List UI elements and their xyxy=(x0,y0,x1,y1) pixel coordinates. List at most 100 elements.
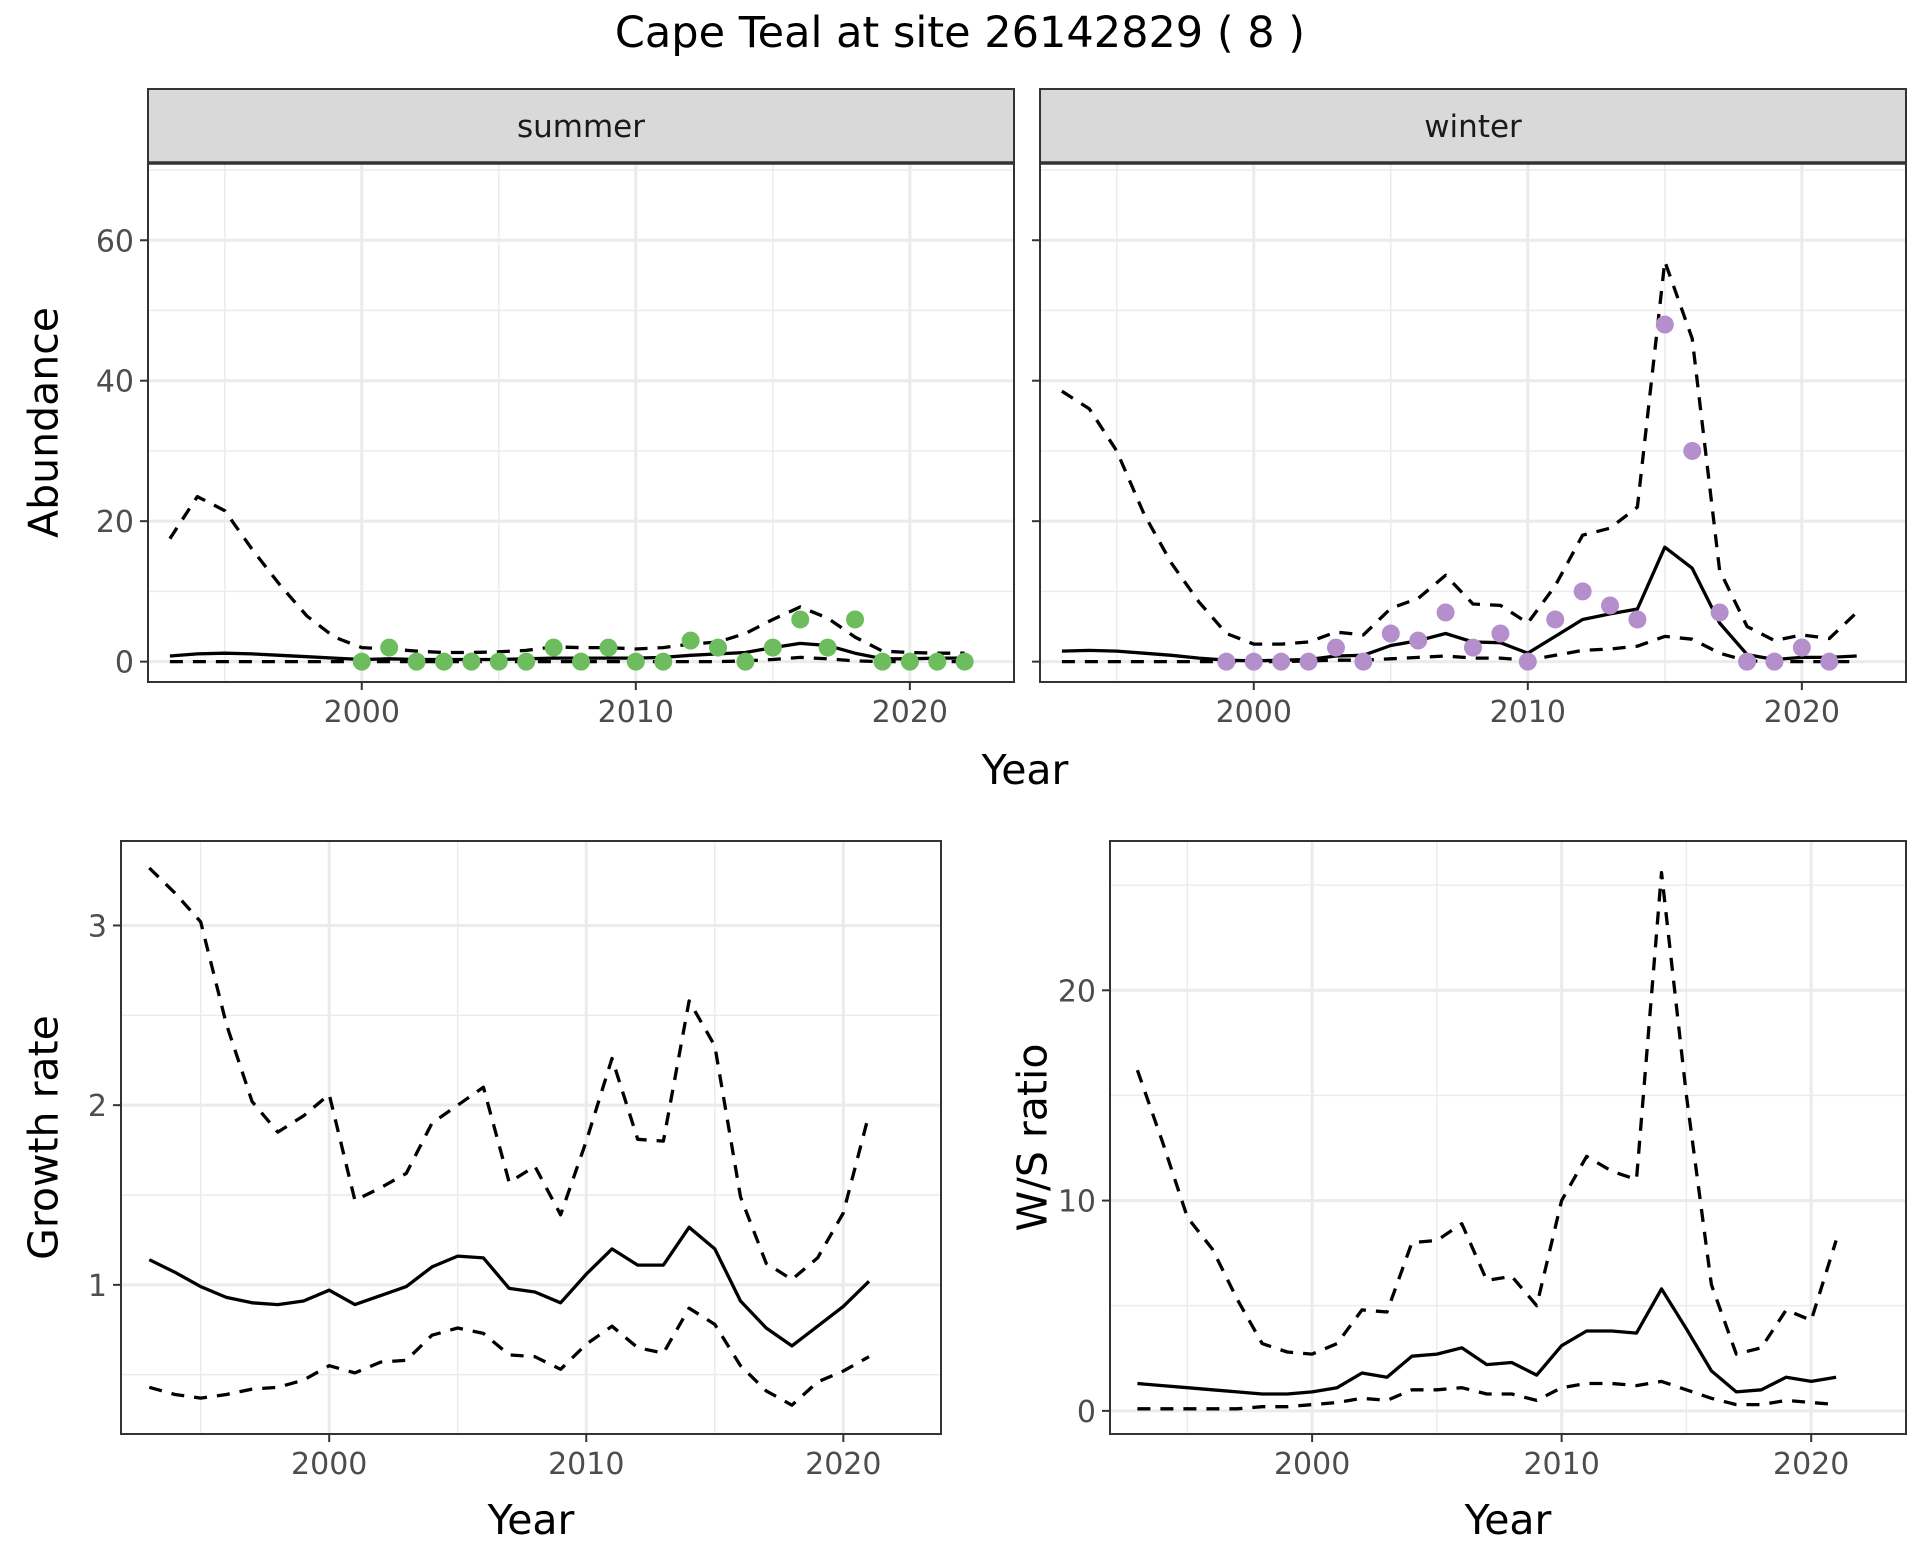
data-point xyxy=(1601,596,1620,615)
data-point xyxy=(1272,652,1291,671)
upper-line xyxy=(1135,870,1838,1356)
x-tick-label: 2000 xyxy=(324,695,400,730)
data-point xyxy=(1573,582,1592,601)
data-point xyxy=(1655,315,1674,334)
x-tick-label: 2010 xyxy=(598,695,674,730)
figure-title: Cape Teal at site 26142829 ( 8 ) xyxy=(615,8,1305,58)
x-tick-label: 2000 xyxy=(291,1447,367,1482)
data-point xyxy=(1683,441,1702,460)
y-axis-title: Abundance xyxy=(19,307,67,538)
data-point xyxy=(1628,610,1647,629)
x-tick-label: 2020 xyxy=(1773,1447,1849,1482)
x-tick-label: 2020 xyxy=(1764,695,1840,730)
shared-x-axis-title: Year xyxy=(981,746,1069,794)
data-point xyxy=(955,652,974,671)
y-tick-label: 20 xyxy=(96,505,134,540)
x-tick-label: 2020 xyxy=(872,695,948,730)
data-point xyxy=(1792,638,1811,657)
plot-background xyxy=(148,163,1014,682)
data-point xyxy=(1326,638,1345,657)
data-point xyxy=(626,652,645,671)
data-point xyxy=(681,631,700,650)
data-point xyxy=(599,638,618,657)
data-point xyxy=(1546,610,1565,629)
y-tick-label: 1 xyxy=(88,1269,107,1304)
data-point xyxy=(517,652,536,671)
mean-line xyxy=(1137,1287,1837,1396)
data-point xyxy=(1710,603,1729,622)
facet-strip-label: winter xyxy=(1424,109,1522,145)
data-point xyxy=(434,652,453,671)
data-point xyxy=(846,610,865,629)
mean-line xyxy=(148,1225,871,1348)
data-point xyxy=(900,652,919,671)
data-point xyxy=(654,652,673,671)
data-point xyxy=(407,652,426,671)
summer-panel: summer 2000 2010 2020 0 20 40 60 Abundance xyxy=(19,88,1015,730)
facet-strip xyxy=(1039,88,1907,164)
data-point xyxy=(1299,652,1318,671)
data-point xyxy=(1381,624,1400,643)
y-tick-label: 60 xyxy=(96,224,134,259)
y-tick-label: 40 xyxy=(96,365,134,400)
plot-background xyxy=(1110,841,1906,1434)
x-axis-title: Year xyxy=(1464,1496,1552,1544)
data-point xyxy=(818,638,837,657)
growth-rate-panel: 2000 2010 2020 1 2 3 Growth rate Year xyxy=(19,840,942,1544)
winter-panel: winter 2000 2010 2020 xyxy=(1032,88,1907,730)
data-point xyxy=(544,638,563,657)
lower-line xyxy=(1137,1379,1837,1411)
data-point xyxy=(763,638,782,657)
data-point xyxy=(462,652,481,671)
x-tick-label: 2000 xyxy=(1216,695,1292,730)
data-point xyxy=(1765,652,1784,671)
lower-line xyxy=(1061,634,1857,664)
data-point xyxy=(380,638,399,657)
data-point xyxy=(1820,652,1839,671)
lower-line xyxy=(169,655,965,664)
plot-background xyxy=(121,841,941,1434)
data-point xyxy=(791,610,810,629)
data-point xyxy=(572,652,590,671)
x-tick-label: 2010 xyxy=(1490,695,1566,730)
ws-ratio-panel: 2000 2010 2020 0 10 20W/S ratio Year xyxy=(1008,840,1907,1544)
data-point xyxy=(1518,652,1537,671)
upper-line xyxy=(1061,259,1858,646)
y-tick-label: 0 xyxy=(1077,1395,1096,1430)
lower-line xyxy=(148,1306,870,1407)
data-point xyxy=(1491,624,1510,643)
panel-border xyxy=(1109,840,1907,1435)
mean-line xyxy=(1061,545,1857,663)
plot-background xyxy=(1040,163,1906,682)
facet-strip xyxy=(147,88,1015,164)
panel-border xyxy=(120,840,942,1435)
y-tick-label: 2 xyxy=(88,1089,107,1124)
upper-line xyxy=(168,494,965,655)
x-tick-label: 2010 xyxy=(1523,1447,1599,1482)
data-point xyxy=(709,638,728,657)
y-axis-title: Growth rate xyxy=(19,1015,67,1260)
data-point xyxy=(1217,652,1236,671)
data-point xyxy=(1464,638,1482,657)
data-point xyxy=(873,652,892,671)
data-point xyxy=(352,652,371,671)
data-point xyxy=(1244,652,1263,671)
x-tick-label: 2010 xyxy=(548,1447,624,1482)
y-tick-label: 3 xyxy=(88,909,107,944)
data-point xyxy=(1409,631,1428,650)
x-axis-title: Year xyxy=(487,1496,575,1544)
x-tick-label: 2020 xyxy=(805,1447,881,1482)
data-point xyxy=(928,652,947,671)
data-point xyxy=(1436,603,1455,622)
data-point xyxy=(489,652,508,671)
y-tick-label: 10 xyxy=(1058,1185,1096,1220)
data-point xyxy=(1738,652,1757,671)
y-tick-label: 0 xyxy=(115,646,134,681)
y-tick-label: 20 xyxy=(1058,974,1096,1009)
data-point xyxy=(736,652,755,671)
x-tick-label: 2000 xyxy=(1274,1447,1350,1482)
y-axis-title: W/S ratio xyxy=(1008,1044,1056,1232)
data-point xyxy=(1354,652,1373,671)
facet-strip-label: summer xyxy=(517,109,645,145)
